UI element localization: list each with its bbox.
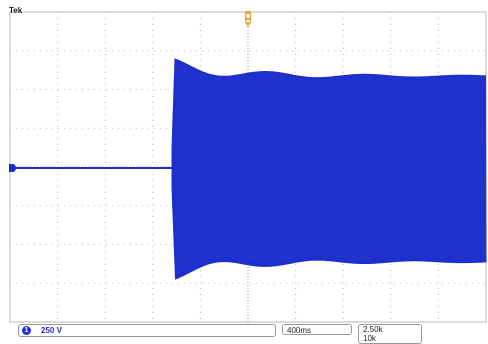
channel-ground-marker-icon <box>9 164 17 172</box>
timebase-readout[interactable]: 400ms <box>282 324 352 335</box>
brand-label: Tek <box>9 6 23 15</box>
acquisition-readout[interactable]: 2.50k 10k <box>358 324 422 344</box>
channel1-badge: 1 <box>22 326 31 335</box>
trigger-position-icon <box>245 11 251 27</box>
channel1-scale: 250 V <box>41 326 62 335</box>
timebase-value: 400ms <box>287 326 312 335</box>
channel1-readout[interactable]: 1 250 V <box>18 324 276 337</box>
status-bar: 1 250 V 400ms 2.50k 10k <box>0 322 488 344</box>
sample-rate-value: 2.50k <box>363 325 383 334</box>
record-length-value: 10k <box>363 334 376 343</box>
waveform-envelope <box>171 58 487 280</box>
